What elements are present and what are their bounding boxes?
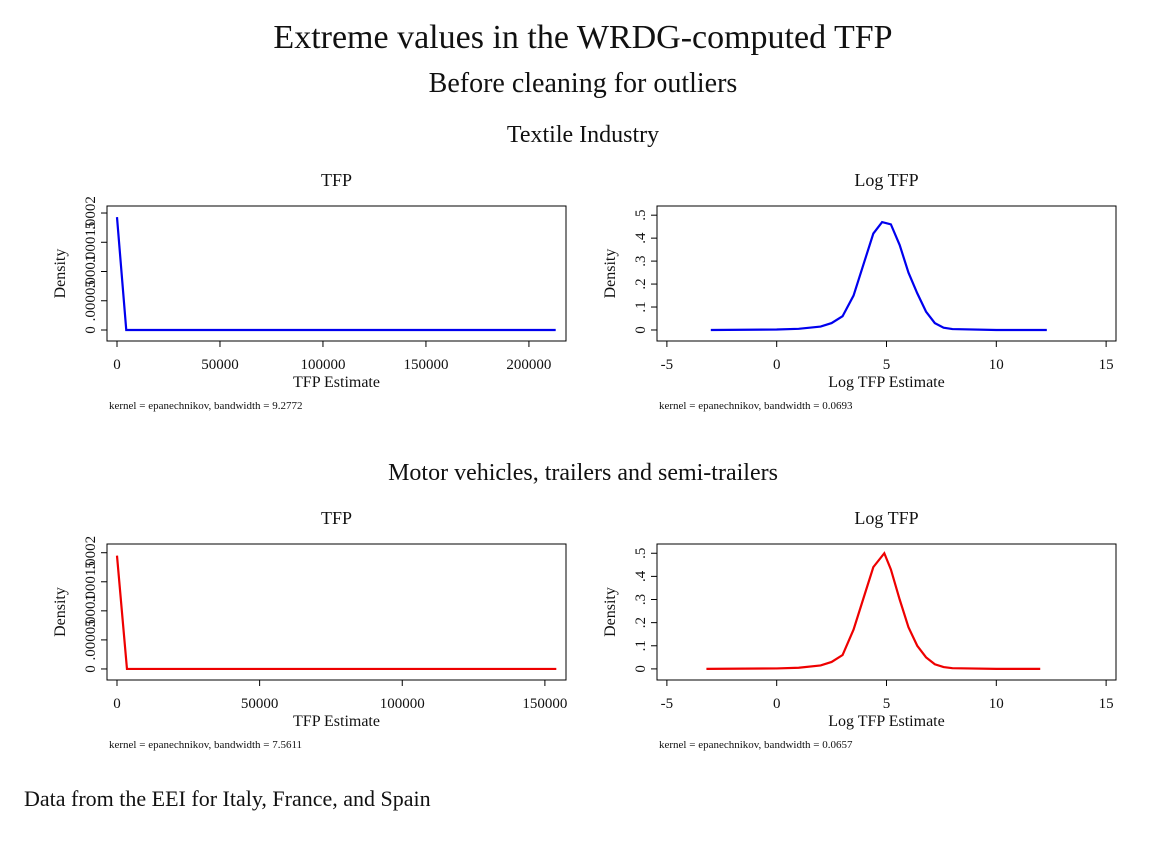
y-axis-label: Density [52, 249, 69, 299]
y-tick-label: .0002 [83, 196, 99, 230]
x-axis-label: TFP Estimate [293, 374, 380, 391]
x-tick-label: 100000 [380, 696, 425, 712]
y-tick-label: .3 [633, 255, 649, 266]
x-tick-label: 10 [989, 357, 1004, 373]
x-tick-label: -5 [661, 696, 674, 712]
x-axis-label: Log TFP Estimate [828, 713, 944, 730]
plot-frame [106, 543, 567, 681]
x-tick-label: 5 [883, 696, 891, 712]
y-tick-label: .00005 [83, 280, 99, 321]
panel-title: TFP [321, 170, 352, 190]
y-tick-label: 0 [633, 326, 649, 334]
y-tick-label: 0 [633, 665, 649, 673]
density-line [115, 217, 556, 332]
y-tick-label: .00015 [83, 222, 99, 263]
y-axis-label: Density [52, 587, 69, 637]
x-tick-label: 0 [773, 696, 781, 712]
y-axis-label: Density [602, 249, 619, 299]
y-tick-label: .1 [633, 640, 649, 651]
x-tick-label: 10 [989, 696, 1004, 712]
y-tick-label: .4 [633, 232, 649, 244]
y-tick-label: .0001 [83, 255, 99, 289]
x-tick-label: 50000 [201, 357, 239, 373]
kernel-caption: kernel = epanechnikov, bandwidth = 0.069… [659, 400, 853, 412]
x-tick-label: 100000 [300, 357, 345, 373]
y-tick-label: .0001 [83, 594, 99, 628]
footnote: Data from the EEI for Italy, France, and… [24, 786, 431, 811]
x-axis-label: Log TFP Estimate [828, 374, 944, 391]
y-axis-label: Density [602, 587, 619, 637]
panel-title: Log TFP [854, 508, 918, 528]
x-tick-label: 0 [113, 357, 121, 373]
panel-title: Log TFP [854, 170, 918, 190]
section-title: Motor vehicles, trailers and semi-traile… [388, 460, 778, 486]
y-tick-label: .00005 [83, 619, 99, 660]
section-title: Textile Industry [507, 122, 659, 148]
density-line [706, 551, 1041, 670]
x-tick-label: 50000 [241, 696, 279, 712]
y-tick-label: 0 [83, 326, 99, 334]
panel-title: TFP [321, 508, 352, 528]
kernel-caption: kernel = epanechnikov, bandwidth = 9.277… [109, 400, 302, 412]
y-tick-label: .2 [633, 278, 649, 289]
x-tick-label: 150000 [522, 696, 567, 712]
y-tick-label: .2 [633, 617, 649, 628]
y-tick-label: .3 [633, 594, 649, 605]
figure-subtitle: Before cleaning for outliers [429, 68, 738, 99]
y-tick-label: .0002 [83, 536, 99, 570]
x-tick-label: 15 [1099, 696, 1114, 712]
x-tick-label: 200000 [506, 357, 551, 373]
x-tick-label: 0 [773, 357, 781, 373]
y-tick-label: 0 [83, 665, 99, 673]
figure-title: Extreme values in the WRDG-computed TFP [273, 19, 892, 56]
y-tick-label: .00015 [83, 561, 99, 602]
density-line [115, 555, 557, 671]
x-tick-label: 0 [113, 696, 121, 712]
density-line [710, 220, 1047, 332]
y-tick-label: .4 [633, 570, 649, 582]
y-tick-label: .5 [633, 210, 649, 221]
kernel-caption: kernel = epanechnikov, bandwidth = 7.561… [109, 739, 302, 751]
x-axis-label: TFP Estimate [293, 713, 380, 730]
x-tick-label: 15 [1099, 357, 1114, 373]
x-tick-label: 150000 [403, 357, 448, 373]
y-tick-label: .5 [633, 548, 649, 559]
plot-frame [106, 205, 567, 342]
y-tick-label: .1 [633, 301, 649, 312]
x-tick-label: 5 [883, 357, 891, 373]
kernel-caption: kernel = epanechnikov, bandwidth = 0.065… [659, 739, 853, 751]
x-tick-label: -5 [661, 357, 674, 373]
